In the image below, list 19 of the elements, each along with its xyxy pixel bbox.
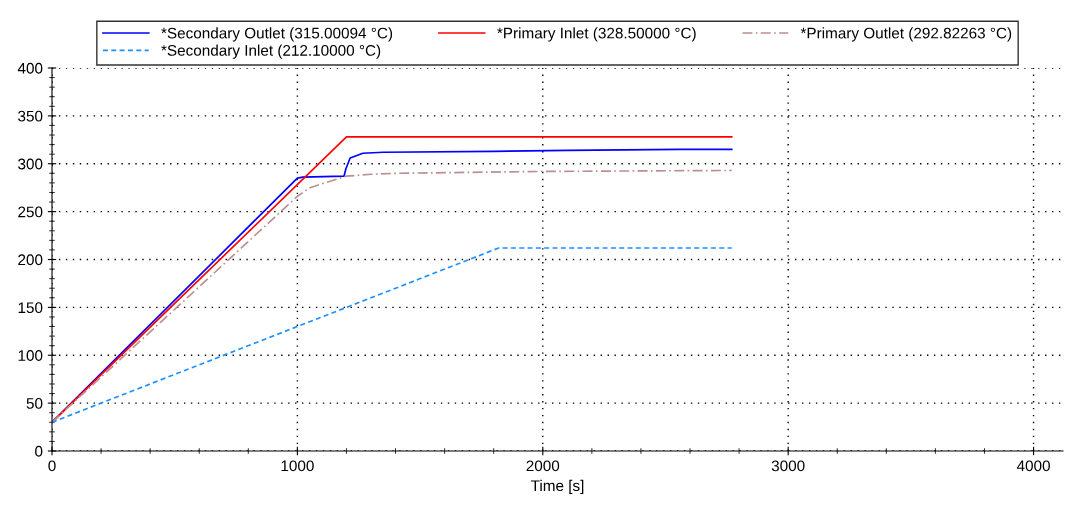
x-tick-label: 3000 (771, 460, 805, 472)
x-tick-label: 0 (48, 460, 56, 472)
x-tick-label: 1000 (281, 460, 314, 472)
y-tick-label: 250 (18, 206, 43, 218)
legend-label: *Secondary Inlet (212.10000 °C) (161, 44, 381, 59)
y-tick-label: 200 (18, 254, 43, 266)
x-tick-label: 2000 (526, 460, 560, 472)
legend-label: *Primary Inlet (328.50000 °C) (497, 27, 696, 42)
y-tick-label: 300 (18, 158, 43, 170)
y-tick-label: 400 (17, 62, 43, 74)
legend-label: *Primary Outlet (292.82263 °C) (800, 27, 1012, 42)
y-tick-label: 350 (18, 110, 43, 122)
y-tick-label: 150 (18, 302, 43, 314)
x-axis-title: Time [s] (530, 479, 584, 495)
x-tick-label: 4000 (1016, 460, 1050, 472)
y-tick-label: 50 (26, 397, 43, 409)
legend-label: *Secondary Outlet (315.00094 °C) (161, 27, 393, 42)
y-tick-label: 100 (18, 350, 43, 361)
y-tick-label: 0 (35, 445, 43, 457)
